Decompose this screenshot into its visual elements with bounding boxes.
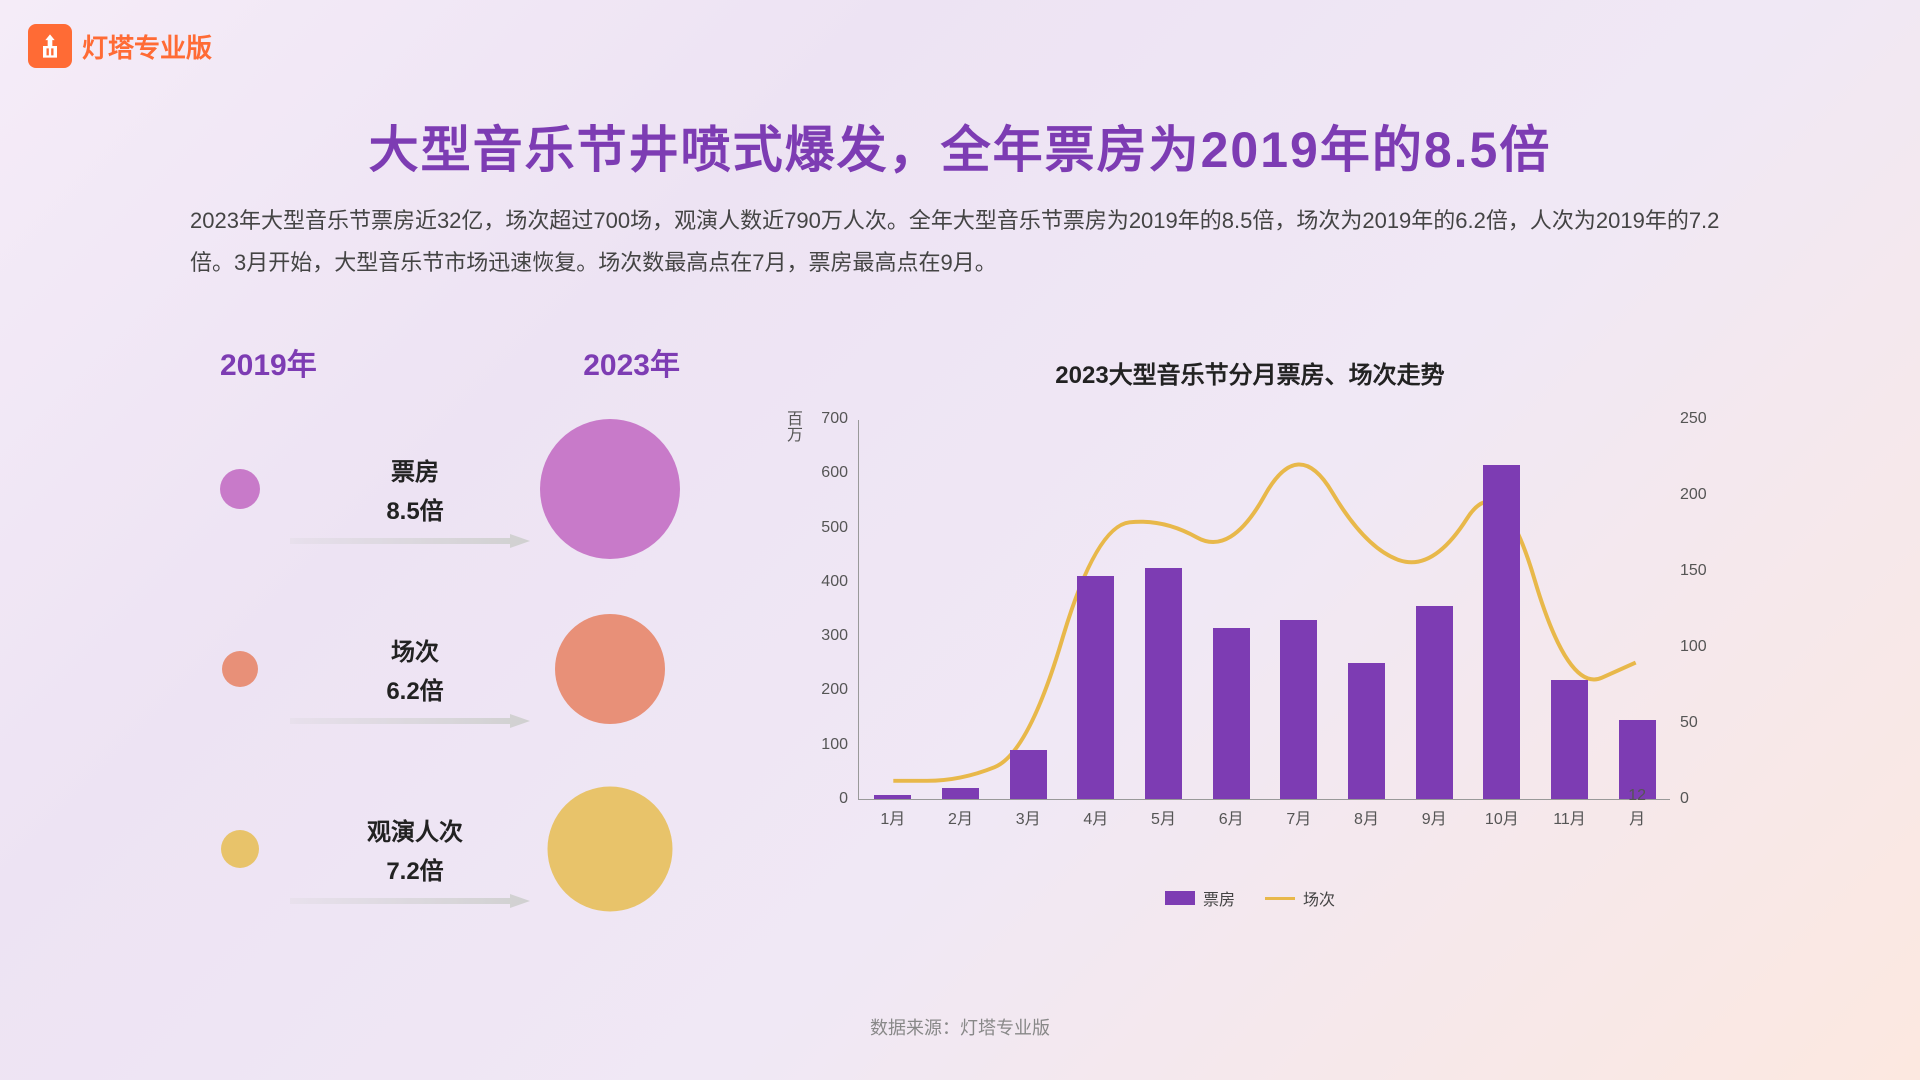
bubble-row: 场次 6.2倍 — [190, 594, 710, 744]
bubble-row: 票房 8.5倍 — [190, 414, 710, 564]
x-tick: 11月 — [1553, 805, 1586, 829]
data-source: 数据来源：灯塔专业版 — [0, 1014, 1920, 1040]
y-left-label: 百万 — [780, 410, 804, 442]
x-tick: 1月 — [880, 805, 905, 829]
bar — [1416, 606, 1453, 799]
year-right: 2023年 — [583, 340, 680, 384]
bar — [1483, 465, 1520, 799]
bubble-label: 观演人次 7.2倍 — [320, 812, 510, 886]
y-right-tick: 250 — [1680, 410, 1720, 428]
bar — [1213, 628, 1250, 799]
x-tick: 7月 — [1286, 805, 1311, 829]
y-left-tick: 100 — [808, 736, 848, 754]
bar — [1348, 663, 1385, 799]
bar — [942, 788, 979, 799]
bar — [1280, 620, 1317, 799]
legend-bar-label: 票房 — [1203, 886, 1235, 910]
x-tick: 12月 — [1621, 787, 1654, 829]
y-left-tick: 200 — [808, 681, 848, 699]
y-left-tick: 700 — [808, 410, 848, 428]
legend-line: 场次 — [1265, 886, 1335, 910]
legend-bar: 票房 — [1165, 886, 1235, 910]
y-right-tick: 50 — [1680, 714, 1720, 732]
chart-legend: 票房 场次 — [780, 886, 1720, 910]
y-right-tick: 100 — [1680, 638, 1720, 656]
x-tick: 10月 — [1485, 805, 1519, 829]
legend-line-label: 场次 — [1303, 886, 1335, 910]
bubble-row: 观演人次 7.2倍 — [190, 774, 710, 924]
logo-icon — [28, 24, 72, 68]
comparison-panel: 2019年 2023年 票房 8.5倍 场次 6.2倍 观演人次 7.2倍 — [190, 340, 710, 954]
page-title: 大型音乐节井喷式爆发，全年票房为2019年的8.5倍 — [0, 110, 1920, 182]
arrow-icon — [290, 894, 530, 908]
year-left: 2019年 — [220, 340, 317, 384]
bubble-2019 — [222, 651, 258, 687]
x-tick: 6月 — [1219, 805, 1244, 829]
bar — [874, 795, 911, 799]
bar — [1551, 680, 1588, 799]
page-subtitle: 2023年大型音乐节票房近32亿，场次超过700场，观演人数近790万人次。全年… — [190, 200, 1730, 284]
bubble-2019 — [220, 469, 260, 509]
y-left-tick: 500 — [808, 519, 848, 537]
bubble-label: 票房 8.5倍 — [320, 452, 510, 526]
x-tick: 2月 — [948, 805, 973, 829]
bar — [1010, 750, 1047, 799]
bubble-2019 — [221, 830, 259, 868]
legend-line-swatch — [1265, 897, 1295, 900]
y-right-tick: 200 — [1680, 486, 1720, 504]
chart-title: 2023大型音乐节分月票房、场次走势 — [780, 355, 1720, 390]
brand-name: 灯塔专业版 — [82, 28, 212, 65]
brand-logo: 灯塔专业版 — [28, 24, 212, 68]
y-left-tick: 0 — [808, 790, 848, 808]
bar — [1145, 568, 1182, 799]
x-tick: 3月 — [1016, 805, 1041, 829]
arrow-icon — [290, 714, 530, 728]
bar — [1077, 576, 1114, 799]
x-tick: 8月 — [1354, 805, 1379, 829]
y-left-tick: 300 — [808, 627, 848, 645]
bubble-2023 — [540, 419, 680, 559]
y-right-tick: 0 — [1680, 790, 1720, 808]
legend-bar-swatch — [1165, 891, 1195, 905]
bubble-label: 场次 6.2倍 — [320, 632, 510, 706]
arrow-icon — [290, 534, 530, 548]
x-tick: 4月 — [1083, 805, 1108, 829]
chart-area: 百万 1月2月3月4月5月6月7月8月9月10月11月12月 票房 场次 010… — [780, 410, 1720, 840]
y-left-tick: 600 — [808, 464, 848, 482]
y-right-tick: 150 — [1680, 562, 1720, 580]
bubble-2023 — [555, 614, 665, 724]
x-tick: 9月 — [1422, 805, 1447, 829]
y-left-tick: 400 — [808, 573, 848, 591]
x-tick: 5月 — [1151, 805, 1176, 829]
line-chart — [859, 420, 1670, 799]
chart-panel: 2023大型音乐节分月票房、场次走势 百万 1月2月3月4月5月6月7月8月9月… — [780, 355, 1720, 840]
plot-region: 1月2月3月4月5月6月7月8月9月10月11月12月 — [858, 420, 1670, 800]
bubble-2023 — [548, 787, 673, 912]
trend-line — [893, 465, 1635, 781]
